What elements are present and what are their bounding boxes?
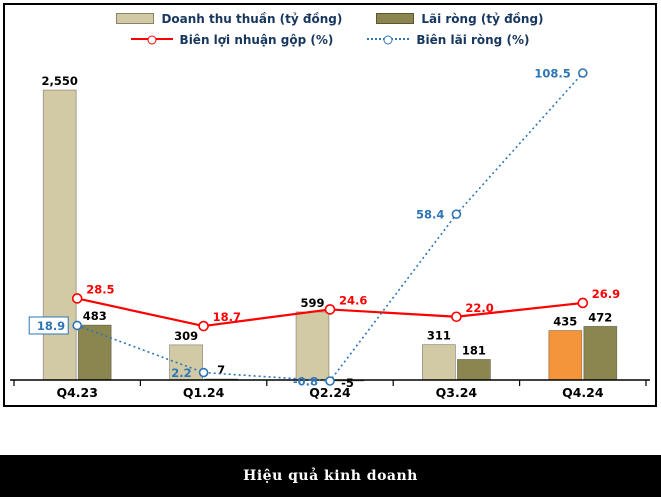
line-value-label: 58.4 [416, 208, 444, 222]
line-value-label: 18.9 [37, 319, 65, 333]
line-label-box [28, 316, 69, 335]
bar-value-label: 309 [174, 329, 198, 343]
legend-bar-swatch-icon [116, 13, 155, 24]
plot-frame: Doanh thu thuần (tỷ đồng) Lãi ròng (tỷ đồ… [3, 3, 657, 407]
bar-segment [77, 324, 112, 381]
legend-line-marker-icon [147, 35, 157, 44]
bar-segment [548, 330, 583, 381]
legend-label: Biên lãi ròng (%) [416, 32, 530, 47]
x-axis-category-label: Q2.24 [309, 385, 351, 400]
series-marker [577, 68, 588, 78]
line-value-label: 108.5 [534, 67, 570, 81]
series-marker [451, 311, 462, 323]
bar-value-label: 181 [462, 343, 486, 357]
series-marker [72, 320, 82, 331]
line-value-label: 24.6 [339, 293, 367, 307]
legend-item: Doanh thu thuần (tỷ đồng) [116, 12, 342, 26]
bar-segment [169, 344, 204, 381]
legend-item: Biên lợi nhuận gộp (%) [130, 32, 334, 47]
bar-value-label: 472 [588, 310, 612, 324]
bar-segment [456, 359, 491, 381]
line-value-label: 26.9 [592, 287, 620, 301]
legend-item: Lãi ròng (tỷ đồng) [376, 11, 544, 26]
bar-value-label: 7 [217, 363, 225, 377]
legend-row-bars: Doanh thu thuần (tỷ đồng) Lãi ròng (tỷ đồ… [116, 9, 544, 28]
legend: Doanh thu thuần (tỷ đồng) Lãi ròng (tỷ đồ… [5, 9, 655, 49]
bar-value-label: 435 [553, 315, 577, 329]
x-axis-category-label: Q4.24 [562, 385, 604, 400]
line-value-label: 22.0 [465, 301, 493, 315]
legend-line-swatch-icon [367, 34, 410, 45]
series-marker [325, 376, 335, 386]
series-marker [577, 297, 589, 309]
legend-bar-swatch-icon [376, 13, 415, 24]
series-marker [71, 293, 83, 304]
x-axis-category-label: Q4.23 [56, 385, 97, 400]
legend-line-swatch-icon [130, 34, 173, 45]
bar-value-label: 311 [427, 329, 451, 343]
line-value-label: 2.2 [171, 366, 191, 380]
series-marker [451, 209, 462, 219]
series-marker [324, 304, 336, 315]
bar-value-label: 483 [83, 309, 107, 323]
bar-value-label: 2,550 [42, 74, 78, 88]
bar-segment [42, 89, 77, 381]
series-line [76, 72, 584, 382]
chart-title-bar: Hiệu quả kinh doanh [0, 455, 661, 497]
legend-line-marker-icon [383, 35, 393, 44]
bar-segment [421, 344, 456, 381]
series-marker [198, 320, 209, 332]
line-value-label: 18.7 [213, 310, 241, 324]
chart-title: Hiệu quả kinh doanh [243, 468, 418, 484]
line-value-label: -0.8 [293, 375, 318, 389]
x-axis-category-label: Q1.24 [183, 385, 225, 400]
bar-segment [295, 311, 330, 381]
legend-label: Lãi ròng (tỷ đồng) [421, 11, 544, 26]
legend-label: Biên lợi nhuận gộp (%) [179, 32, 334, 47]
bar-value-label: 599 [300, 296, 324, 310]
legend-label: Doanh thu thuần (tỷ đồng) [161, 11, 343, 26]
x-axis-category-label: Q3.24 [436, 385, 478, 400]
line-value-label: 28.5 [86, 282, 114, 296]
legend-item: Biên lãi ròng (%) [367, 33, 529, 47]
bar-segment [583, 325, 618, 381]
legend-row-lines: Biên lợi nhuận gộp (%) Biên lãi ròng (%) [130, 30, 529, 49]
series-marker [198, 367, 209, 378]
